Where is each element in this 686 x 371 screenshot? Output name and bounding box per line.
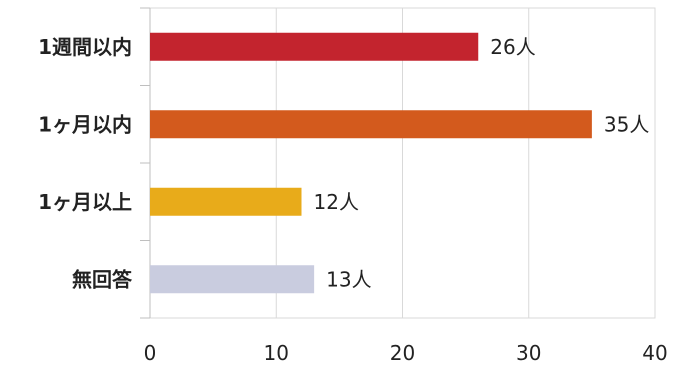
data-label: 12人 bbox=[314, 190, 359, 214]
data-label: 13人 bbox=[326, 267, 371, 291]
bar bbox=[150, 187, 302, 216]
data-label: 26人 bbox=[490, 35, 535, 59]
bar bbox=[150, 265, 315, 294]
x-tick-label: 0 bbox=[144, 341, 157, 365]
x-tick-label: 30 bbox=[516, 341, 541, 365]
category-label: 1ヶ月以上 bbox=[38, 190, 132, 214]
category-label: 1週間以内 bbox=[38, 35, 132, 59]
bar bbox=[150, 32, 479, 61]
category-label: 1ヶ月以内 bbox=[38, 112, 132, 136]
x-tick-label: 10 bbox=[264, 341, 289, 365]
bar bbox=[150, 110, 592, 139]
category-label: 無回答 bbox=[72, 267, 133, 291]
data-label: 35人 bbox=[604, 112, 649, 136]
x-tick-label: 40 bbox=[642, 341, 667, 365]
x-tick-label: 20 bbox=[390, 341, 415, 365]
